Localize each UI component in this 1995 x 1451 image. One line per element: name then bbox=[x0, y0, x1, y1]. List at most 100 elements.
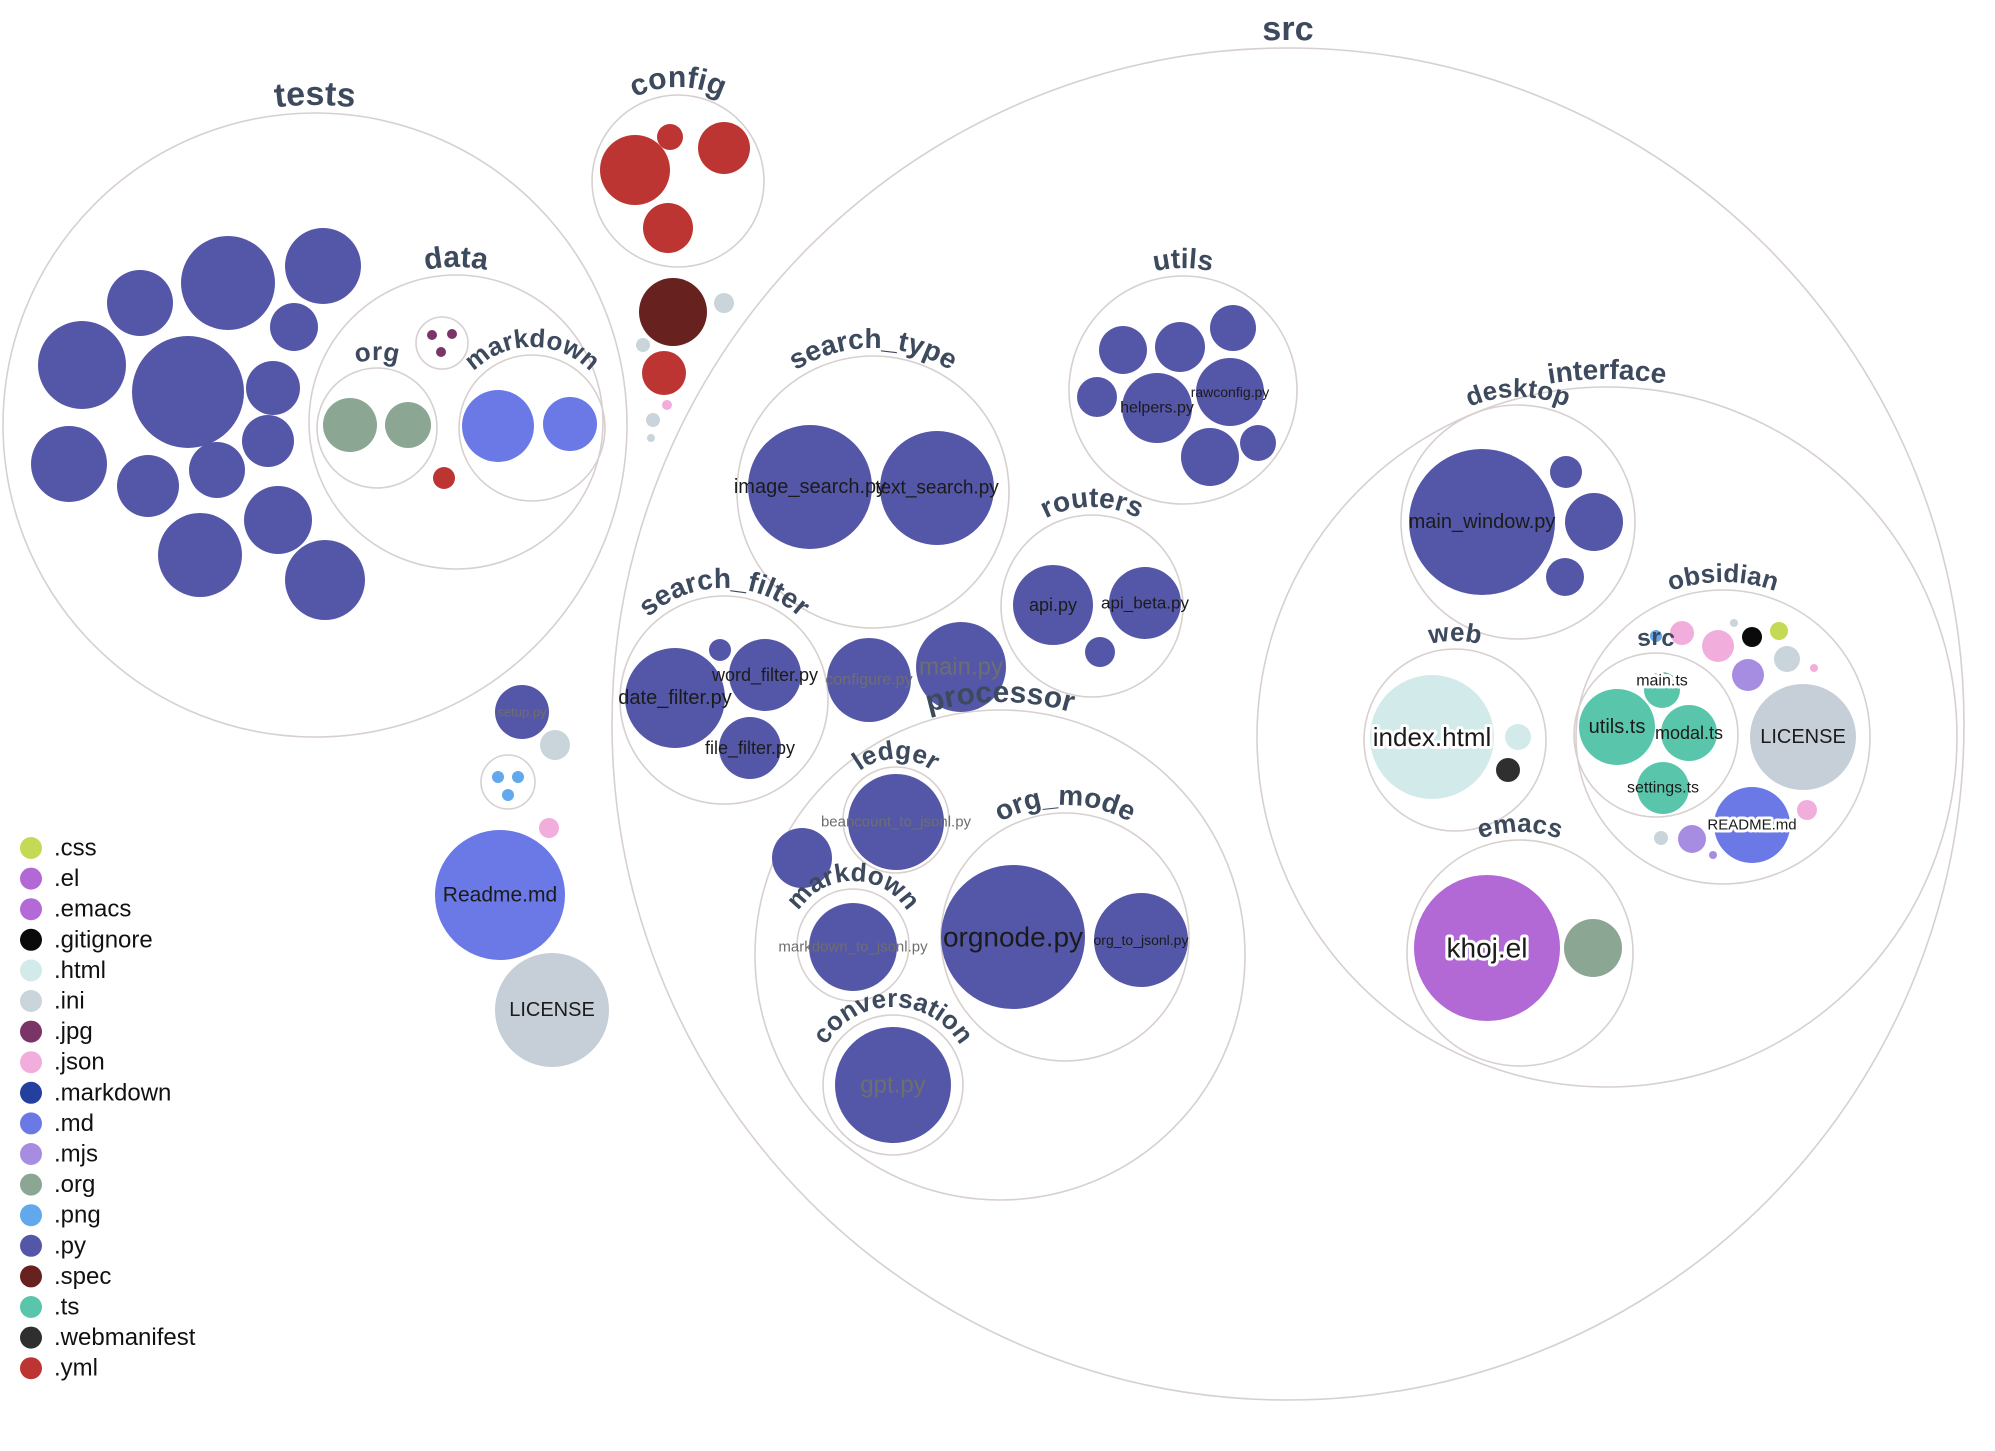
dir-circle-web[interactable] bbox=[1363, 648, 1547, 832]
file-circle-py[interactable] bbox=[285, 540, 365, 620]
dir-circle-data-markdown[interactable] bbox=[458, 354, 606, 502]
file-circle-org[interactable] bbox=[385, 402, 431, 448]
file-circle-py[interactable] bbox=[246, 361, 300, 415]
file-circle-yml[interactable] bbox=[643, 203, 693, 253]
file-circle-yml[interactable] bbox=[698, 122, 750, 174]
file-circle-py[interactable] bbox=[1155, 322, 1205, 372]
file-circle-json[interactable] bbox=[1797, 800, 1817, 820]
file-circle-utils.ts[interactable] bbox=[1579, 689, 1655, 765]
dir-circle-routers[interactable] bbox=[1000, 514, 1184, 698]
file-circle-mjs[interactable] bbox=[1678, 825, 1706, 853]
file-circle-css[interactable] bbox=[1770, 622, 1788, 640]
file-circle-image_search.py[interactable] bbox=[748, 425, 872, 549]
file-circle-py[interactable] bbox=[132, 336, 244, 448]
file-circle-api.py[interactable] bbox=[1013, 565, 1093, 645]
file-circle-py[interactable] bbox=[107, 270, 173, 336]
file-circle-helpers.py[interactable] bbox=[1122, 373, 1192, 443]
file-circle-org[interactable] bbox=[323, 398, 377, 452]
file-circle-LICENSE[interactable] bbox=[495, 953, 609, 1067]
dir-circle-conversation[interactable] bbox=[822, 1014, 964, 1156]
file-circle-py[interactable] bbox=[244, 486, 312, 554]
file-circle-ini[interactable] bbox=[1654, 831, 1668, 845]
file-circle-ini[interactable] bbox=[647, 434, 655, 442]
file-circle-LICENSE[interactable] bbox=[1750, 684, 1856, 790]
file-circle-khoj.el[interactable] bbox=[1414, 875, 1560, 1021]
dir-circle-png-group[interactable] bbox=[480, 754, 536, 810]
file-circle-yml[interactable] bbox=[642, 351, 686, 395]
file-circle-org[interactable] bbox=[1564, 919, 1622, 977]
file-circle-py[interactable] bbox=[1546, 558, 1584, 596]
file-circle-py[interactable] bbox=[772, 828, 832, 888]
file-circle-md[interactable] bbox=[462, 390, 534, 462]
file-circle-main.ts[interactable] bbox=[1644, 672, 1680, 708]
file-circle-ini[interactable] bbox=[636, 338, 650, 352]
file-circle-README.md[interactable] bbox=[1714, 787, 1790, 863]
dir-circle-src[interactable] bbox=[611, 47, 1965, 1401]
file-circle-yml[interactable] bbox=[657, 124, 683, 150]
file-circle-py[interactable] bbox=[1085, 637, 1115, 667]
file-circle-file_filter.py[interactable] bbox=[719, 717, 781, 779]
dir-circle-data-jpg[interactable] bbox=[415, 316, 469, 370]
dir-circle-search_type[interactable] bbox=[736, 355, 1010, 629]
file-circle-py[interactable] bbox=[270, 303, 318, 351]
file-circle-py[interactable] bbox=[1099, 326, 1147, 374]
file-circle-main.py[interactable] bbox=[916, 622, 1006, 712]
file-circle-md[interactable] bbox=[543, 397, 597, 451]
file-circle-org_to_jsonl.py[interactable] bbox=[1094, 893, 1188, 987]
dir-circle-proc-markdown[interactable] bbox=[796, 888, 910, 1002]
dir-circle-data[interactable] bbox=[308, 274, 604, 570]
file-circle-png[interactable] bbox=[1650, 630, 1662, 642]
file-circle-py[interactable] bbox=[242, 415, 294, 467]
file-circle-markdown_to_jsonl.py[interactable] bbox=[809, 903, 897, 991]
file-circle-ini[interactable] bbox=[646, 413, 660, 427]
dir-circle-ledger[interactable] bbox=[842, 766, 950, 874]
file-circle-ini[interactable] bbox=[1774, 646, 1800, 672]
file-circle-png[interactable] bbox=[502, 789, 514, 801]
file-circle-main_window.py[interactable] bbox=[1409, 449, 1555, 595]
file-circle-word_filter.py[interactable] bbox=[729, 639, 801, 711]
file-circle-py[interactable] bbox=[181, 236, 275, 330]
file-circle-configure.py[interactable] bbox=[827, 638, 911, 722]
file-circle-beancount_to_jsonl.py[interactable] bbox=[848, 774, 944, 870]
file-circle-rawconfig.py[interactable] bbox=[1196, 358, 1264, 426]
dir-circle-tests[interactable] bbox=[2, 112, 628, 738]
file-circle-webmanifest[interactable] bbox=[1496, 758, 1520, 782]
file-circle-mjs[interactable] bbox=[1732, 659, 1764, 691]
file-circle-ini[interactable] bbox=[1730, 619, 1738, 627]
file-circle-yml[interactable] bbox=[600, 135, 670, 205]
file-circle-py[interactable] bbox=[1181, 428, 1239, 486]
file-circle-api_beta.py[interactable] bbox=[1109, 567, 1181, 639]
file-circle-jpg[interactable] bbox=[447, 329, 457, 339]
file-circle-json[interactable] bbox=[539, 818, 559, 838]
file-circle-py[interactable] bbox=[1240, 425, 1276, 461]
file-circle-json[interactable] bbox=[1702, 630, 1734, 662]
dir-circle-search_filter[interactable] bbox=[619, 595, 829, 805]
dir-circle-obsidian[interactable] bbox=[1575, 589, 1871, 885]
file-circle-json[interactable] bbox=[1810, 664, 1818, 672]
file-circle-yml[interactable] bbox=[433, 467, 455, 489]
file-circle-py[interactable] bbox=[1210, 305, 1256, 351]
dir-circle-utils[interactable] bbox=[1068, 275, 1298, 505]
file-circle-json[interactable] bbox=[662, 400, 672, 410]
file-circle-gitignore[interactable] bbox=[1742, 627, 1762, 647]
dir-circle-org[interactable] bbox=[316, 367, 438, 489]
file-circle-spec[interactable] bbox=[639, 278, 707, 346]
dir-circle-obsidian-src[interactable] bbox=[1573, 652, 1739, 818]
file-circle-html[interactable] bbox=[1505, 724, 1531, 750]
file-circle-jpg[interactable] bbox=[427, 330, 437, 340]
dir-circle-config[interactable] bbox=[591, 94, 765, 268]
file-circle-py[interactable] bbox=[158, 513, 242, 597]
file-circle-settings.ts[interactable] bbox=[1637, 762, 1689, 814]
file-circle-mjs[interactable] bbox=[1709, 851, 1717, 859]
file-circle-gpt.py[interactable] bbox=[835, 1027, 951, 1143]
file-circle-py[interactable] bbox=[31, 426, 107, 502]
file-circle-jpg[interactable] bbox=[436, 347, 446, 357]
file-circle-text_search.py[interactable] bbox=[880, 431, 994, 545]
file-circle-index.html[interactable] bbox=[1370, 675, 1494, 799]
file-circle-json[interactable] bbox=[1670, 621, 1694, 645]
dir-circle-desktop[interactable] bbox=[1400, 404, 1636, 640]
file-circle-png[interactable] bbox=[492, 771, 504, 783]
file-circle-orgnode.py[interactable] bbox=[941, 865, 1085, 1009]
dir-circle-processor[interactable] bbox=[754, 709, 1246, 1201]
file-circle-png[interactable] bbox=[512, 771, 524, 783]
